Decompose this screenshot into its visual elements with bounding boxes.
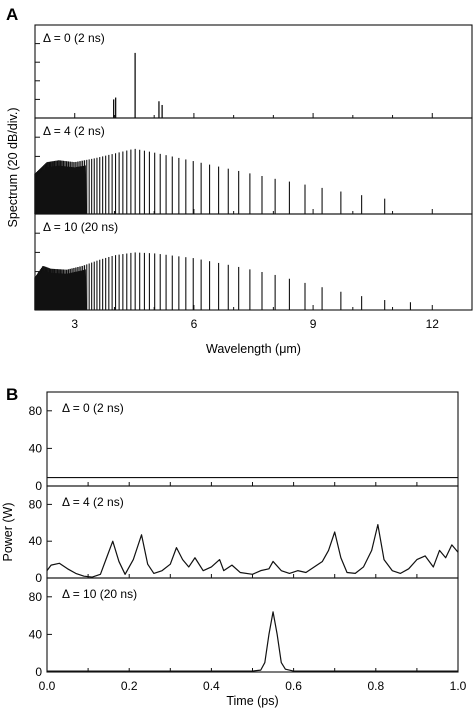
panel-letter-b: B bbox=[6, 385, 18, 404]
x-tick-label: 6 bbox=[191, 317, 198, 331]
x-axis-title: Time (ps) bbox=[226, 694, 278, 708]
dense-spectrum-fill bbox=[35, 165, 87, 214]
y-tick-label: 0 bbox=[35, 571, 42, 585]
panel-letter-a: A bbox=[6, 5, 18, 24]
power-trace bbox=[47, 611, 458, 672]
panel-a: Δ = 0 (2 ns) Δ = 4 (2 ns) Δ = 10 (20 ns) 3 6… bbox=[6, 24, 473, 356]
y-tick-label: 80 bbox=[29, 404, 43, 418]
x-tick-label: 0.8 bbox=[367, 679, 384, 693]
x-tick-label: 0.6 bbox=[285, 679, 302, 693]
power-label: Δ = 0 (2 ns) bbox=[62, 401, 124, 415]
x-tick-label: 9 bbox=[310, 317, 317, 331]
y-tick-label: 40 bbox=[29, 627, 43, 641]
power-label: Δ = 4 (2 ns) bbox=[62, 495, 124, 509]
y-tick-label: 80 bbox=[29, 590, 43, 604]
y-tick-label: 40 bbox=[29, 441, 43, 455]
y-tick-label: 0 bbox=[35, 665, 42, 679]
x-tick-label: 12 bbox=[426, 317, 440, 331]
y-tick-label: 40 bbox=[29, 534, 43, 548]
spectrum-label: Δ = 0 (2 ns) bbox=[43, 31, 105, 45]
x-tick-label: 1.0 bbox=[450, 679, 467, 693]
y-tick-label: 0 bbox=[35, 479, 42, 493]
power-label: Δ = 10 (20 ns) bbox=[62, 587, 137, 601]
spectrum-frame-2 bbox=[34, 213, 473, 311]
x-axis-title: Wavelength (μm) bbox=[206, 342, 301, 356]
x-tick-label: 0.0 bbox=[39, 679, 56, 693]
y-axis-title: Spectrum (20 dB/div.) bbox=[6, 108, 20, 228]
spectrum-label: Δ = 10 (20 ns) bbox=[43, 220, 118, 234]
spectrum-label: Δ = 4 (2 ns) bbox=[43, 124, 105, 138]
x-tick-label: 3 bbox=[71, 317, 78, 331]
power-trace bbox=[46, 524, 459, 578]
x-tick-label: 0.2 bbox=[121, 679, 138, 693]
dense-spectrum-fill bbox=[35, 269, 87, 310]
y-axis-title: Power (W) bbox=[1, 502, 15, 561]
x-tick-label: 0.4 bbox=[203, 679, 220, 693]
panel-b: 0 40 80 Δ = 0 (2 ns) 0 40 80 Δ = 4 (2 ns) 0 40 80 Δ… bbox=[1, 391, 467, 708]
y-tick-label: 80 bbox=[29, 497, 43, 511]
